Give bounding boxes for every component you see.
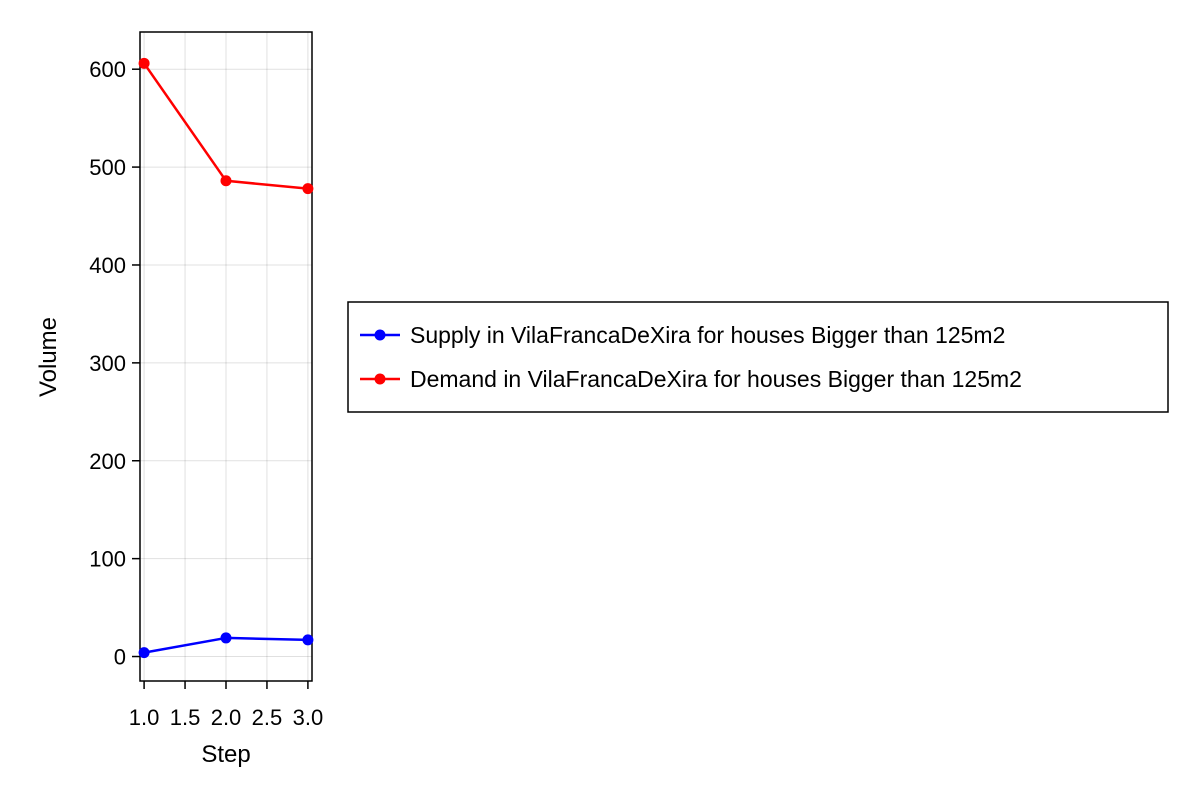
data-point-supply-0 bbox=[138, 647, 150, 659]
legend-marker-supply bbox=[374, 329, 386, 341]
y-tick-label-3: 300 bbox=[89, 351, 126, 376]
x-axis-title: Step bbox=[201, 741, 250, 768]
x-tick-label-2: 2.0 bbox=[211, 705, 242, 730]
series-group bbox=[138, 57, 314, 659]
axis-ticks: 1.0 1.5 2.0 2.5 3.0 0 100 200 300 400 500 600 bbox=[89, 57, 323, 730]
y-tick-label-5: 500 bbox=[89, 155, 126, 180]
legend-marker-demand bbox=[374, 373, 386, 385]
x-tick-label-4: 3.0 bbox=[293, 705, 324, 730]
data-point-supply-1 bbox=[220, 632, 232, 644]
legend-entry-supply: Supply in VilaFrancaDeXira for houses Bi… bbox=[360, 322, 1005, 348]
grid bbox=[140, 32, 312, 681]
data-point-supply-2 bbox=[302, 634, 314, 646]
y-axis-title: Volume bbox=[35, 317, 62, 397]
data-point-demand-1 bbox=[220, 175, 232, 187]
legend-label-supply: Supply in VilaFrancaDeXira for houses Bi… bbox=[410, 322, 1005, 348]
y-tick-label-1: 100 bbox=[89, 547, 126, 572]
legend-label-demand: Demand in VilaFrancaDeXira for houses Bi… bbox=[410, 366, 1022, 392]
data-point-demand-0 bbox=[138, 57, 150, 69]
data-point-demand-2 bbox=[302, 183, 314, 195]
y-tick-label-0: 0 bbox=[114, 645, 126, 670]
legend: Supply in VilaFrancaDeXira for houses Bi… bbox=[347, 301, 1169, 413]
x-tick-label-1: 1.5 bbox=[170, 705, 201, 730]
legend-frame bbox=[347, 301, 1169, 413]
y-tick-label-2: 200 bbox=[89, 449, 126, 474]
y-tick-label-4: 400 bbox=[89, 253, 126, 278]
legend-entry-demand: Demand in VilaFrancaDeXira for houses Bi… bbox=[360, 366, 1022, 392]
x-tick-label-3: 2.5 bbox=[252, 705, 283, 730]
x-tick-label-0: 1.0 bbox=[129, 705, 160, 730]
y-tick-label-6: 600 bbox=[89, 57, 126, 82]
